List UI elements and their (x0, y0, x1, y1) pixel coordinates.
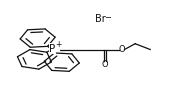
Text: O: O (102, 60, 108, 69)
Text: Br: Br (95, 14, 106, 24)
Text: O: O (118, 45, 125, 54)
Text: P: P (49, 44, 56, 54)
Text: −: − (104, 13, 111, 22)
Text: +: + (55, 40, 61, 49)
